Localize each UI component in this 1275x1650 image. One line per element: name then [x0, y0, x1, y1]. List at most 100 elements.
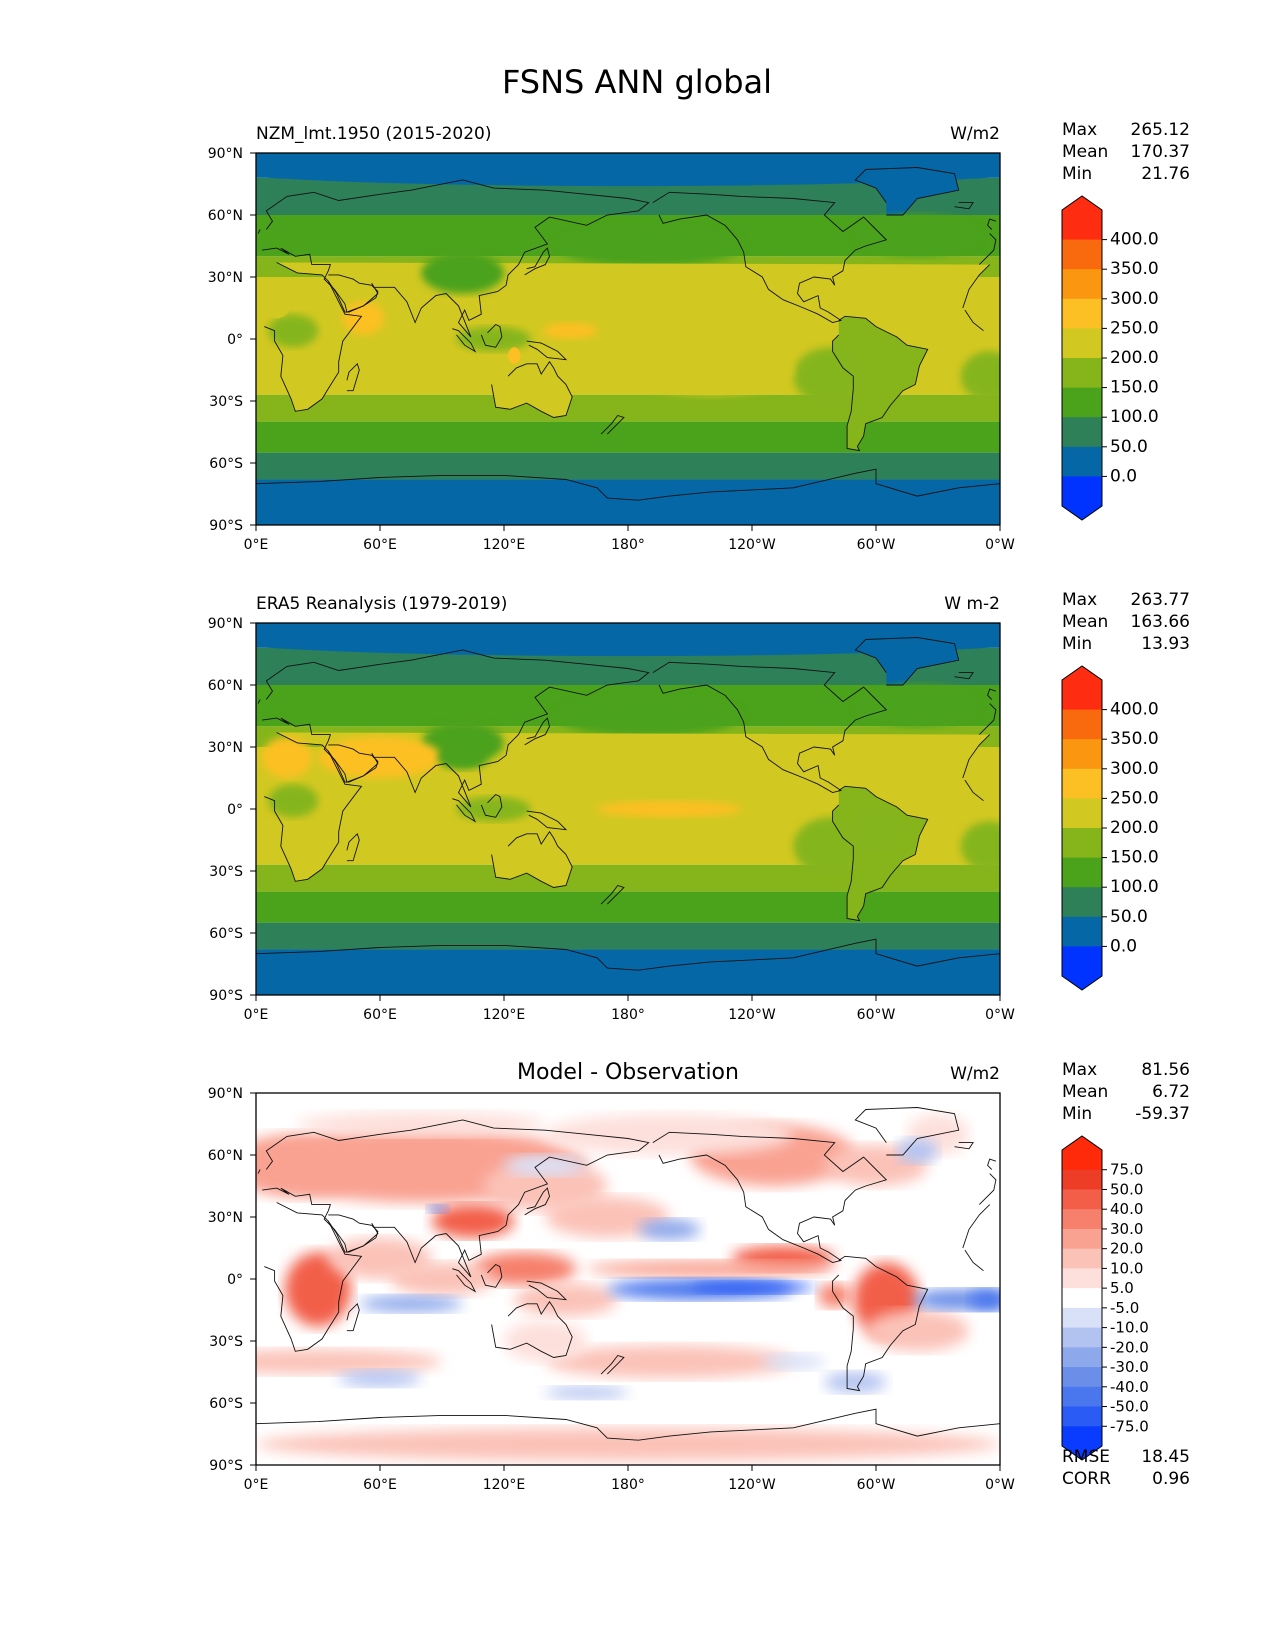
warm-bias-18 [256, 1349, 442, 1375]
panel-obs: ERA5 Reanalysis (1979-2019) W m-2 0°E 60°… [208, 594, 1015, 1023]
coastline-greenland [854, 637, 960, 686]
stat-label: RMSE [1062, 1447, 1110, 1467]
cold-bias-5 [359, 1295, 463, 1313]
x-tick-label: 60°E [363, 537, 397, 553]
colorbar-label: 75.0 [1110, 1161, 1143, 1179]
x-tick-label: 120°W [728, 1477, 776, 1493]
y-tick-label: 30°N [208, 740, 243, 756]
coastline-uk [257, 1169, 261, 1174]
y-tick-label: 30°S [209, 864, 243, 880]
colorbar-label: 150.0 [1110, 848, 1159, 868]
south-china [437, 744, 488, 770]
stat-label: Max [1062, 1060, 1097, 1080]
tibet [421, 252, 504, 294]
x-tick-label: 60°W [857, 1007, 896, 1023]
cold-bias-6 [338, 1369, 422, 1387]
stats-diff: Max 81.56 Mean 6.72 Min -59.37 [1062, 1060, 1190, 1124]
colorbar-segment [1062, 1386, 1102, 1408]
x-tick-label: 180° [611, 537, 645, 553]
stat-value: 6.72 [1152, 1082, 1190, 1102]
band-polar-south [256, 949, 1000, 995]
x-tick-label: 60°E [363, 1007, 397, 1023]
colorbar-segment [1062, 1209, 1102, 1230]
y-tick-label: 60°N [208, 678, 243, 694]
colorbar-label: -50.0 [1110, 1398, 1149, 1416]
colorbar-model: 400.0 350.0 300.0 250.0 200.0 150.0 100.0 50.0 0… [1061, 195, 1159, 521]
npac-cloud [555, 225, 742, 267]
colorbar-segment [1062, 1347, 1102, 1368]
panel-title-left: NZM_lmt.1950 (2015-2020) [256, 124, 491, 144]
colorbar-segment [1062, 1426, 1102, 1447]
colorbar-segment [1062, 269, 1102, 300]
colorbar-label: 350.0 [1110, 729, 1159, 749]
coastline-sumatra [452, 1268, 477, 1293]
se-pac-deck [793, 817, 868, 876]
colorbar-label: 50.0 [1110, 437, 1148, 457]
colorbar-label: 50.0 [1110, 1180, 1143, 1198]
colorbar-label: 5.0 [1110, 1279, 1134, 1297]
y-tick-label: 60°N [208, 1148, 243, 1164]
panel-title-left: ERA5 Reanalysis (1979-2019) [256, 594, 507, 614]
congo [268, 314, 318, 348]
stats-model: Max 265.12 Mean 170.37 Min 21.76 [1062, 120, 1190, 184]
coastline-australia [491, 830, 573, 888]
colorbar-segment [1062, 328, 1102, 359]
coastline-africa [964, 779, 984, 802]
stat-label: Mean [1062, 612, 1108, 632]
coastline-europe_asia [978, 233, 997, 265]
warm-bias-1 [256, 1134, 370, 1197]
coastline-borneo [480, 793, 503, 818]
stat-value: 0.96 [1152, 1469, 1190, 1489]
warm-bias-12 [586, 1260, 835, 1277]
panel-title-center: Model - Observation [517, 1060, 739, 1085]
panel-units: W/m2 [950, 124, 1000, 144]
x-tick-label: 0°W [985, 1477, 1015, 1493]
npac-cloud [555, 695, 742, 737]
coastlines [256, 637, 1000, 995]
stat-label: Max [1062, 590, 1097, 610]
y-tick-label: 90°S [209, 988, 243, 1004]
colorbar-segment [1062, 1228, 1102, 1250]
coastline-antarctica [256, 938, 1000, 995]
coastline-japan [524, 1187, 550, 1216]
coastline-africa [962, 734, 991, 779]
y-tick-label: 90°N [208, 146, 243, 162]
x-tick-label: 0°E [244, 1477, 269, 1493]
stat-value: 263.77 [1131, 590, 1190, 610]
warm-bias-15 [390, 1262, 494, 1296]
y-tick-label: 30°S [209, 1334, 243, 1350]
colorbar-segment [1062, 1327, 1102, 1348]
stat-value: 21.76 [1141, 164, 1190, 184]
colorbar-obs: 400.0 350.0 300.0 250.0 200.0 150.0 100.0 50.0 0… [1061, 665, 1159, 991]
stat-value: 81.56 [1141, 1060, 1190, 1080]
coastline-arabia [327, 1214, 379, 1253]
coastline-sumatra [452, 798, 477, 823]
x-tick-label: 120°E [483, 1007, 526, 1023]
stat-label: Min [1062, 1104, 1092, 1124]
panel-diff: Model - Observation W/m2 0°E 60°E 120°E 180… [208, 1060, 1015, 1493]
coastline-madagascar [346, 362, 360, 392]
y-tick-label: 60°S [209, 1396, 243, 1412]
y-tick-label: 60°S [209, 926, 243, 942]
colorbar-segment [1062, 857, 1102, 888]
colorbar-outline [1061, 195, 1103, 521]
x-axis: 0°E 60°E 120°E 180° 120°W 60°W 0°W [244, 525, 1015, 553]
colorbar-label: 100.0 [1110, 877, 1159, 897]
colorbar-segment [1062, 1268, 1102, 1289]
coastline-japan [524, 247, 550, 276]
land-samerica [832, 316, 928, 451]
stat-value: 18.45 [1141, 1447, 1190, 1467]
coastline-africa [962, 1204, 991, 1249]
cold-bias-11 [896, 1138, 938, 1164]
coastline-europe_asia [978, 703, 997, 735]
colorbar-segment [1062, 387, 1102, 418]
coastline-greenland [854, 167, 960, 216]
colorbar-label: 200.0 [1110, 348, 1159, 368]
coastline-namerica [652, 1131, 888, 1263]
coastline-newguinea [526, 810, 568, 831]
x-tick-label: 120°W [728, 537, 776, 553]
y-tick-label: 30°N [208, 1210, 243, 1226]
coastline-uk [257, 699, 261, 704]
cold-bias-8 [824, 1372, 887, 1393]
